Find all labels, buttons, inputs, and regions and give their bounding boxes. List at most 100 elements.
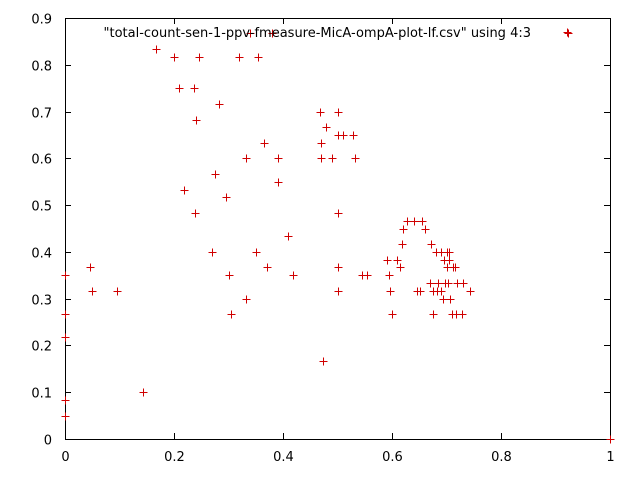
axis-ticks <box>65 18 611 440</box>
data-point <box>328 154 337 163</box>
data-point <box>349 131 358 140</box>
data-point <box>426 279 435 288</box>
data-point <box>317 154 326 163</box>
legend-label: "total-count-sen-1-ppv-fmeasure-MicA-omp… <box>104 26 532 41</box>
data-point <box>246 29 255 38</box>
legend-marker-symbol <box>563 28 572 37</box>
data-point <box>86 263 95 272</box>
data-point <box>439 295 448 304</box>
data-point <box>351 154 360 163</box>
data-point <box>386 287 395 296</box>
y-tick-label: 0.3 <box>31 294 52 309</box>
data-point <box>139 388 148 397</box>
data-point <box>254 53 263 62</box>
y-tick-label: 0.4 <box>31 247 52 262</box>
data-point <box>388 310 397 319</box>
data-point <box>195 53 204 62</box>
data-point <box>334 108 343 117</box>
data-point <box>180 186 189 195</box>
data-point <box>334 209 343 218</box>
y-tick-label: 0.1 <box>31 387 52 402</box>
data-point <box>458 310 467 319</box>
x-tick-label: 0.6 <box>382 450 403 465</box>
data-point <box>208 248 217 257</box>
data-point <box>466 287 475 296</box>
data-point <box>211 170 220 179</box>
data-point <box>215 100 224 109</box>
data-point <box>113 287 122 296</box>
data-point <box>175 84 184 93</box>
data-point <box>190 84 199 93</box>
data-point <box>451 263 460 272</box>
data-point <box>170 53 179 62</box>
x-tick-label: 0 <box>61 450 69 465</box>
x-tick-label: 0.8 <box>491 450 512 465</box>
x-tick-label: 0.2 <box>164 450 185 465</box>
data-point <box>606 435 615 444</box>
y-tick-label: 0.8 <box>31 60 52 75</box>
x-tick-label: 1 <box>606 450 614 465</box>
y-tick-label: 0.7 <box>31 107 52 122</box>
data-point <box>61 412 70 421</box>
data-point <box>225 271 234 280</box>
data-point <box>445 256 454 265</box>
data-point <box>316 108 325 117</box>
data-point <box>416 287 425 296</box>
data-point <box>61 396 70 405</box>
data-point <box>437 287 446 296</box>
data-point <box>564 29 573 38</box>
x-tick-labels: 0 0.2 0.4 0.6 0.8 1 <box>61 450 614 465</box>
data-point <box>268 29 277 38</box>
data-point <box>319 357 328 366</box>
data-point <box>396 263 405 272</box>
y-tick-label: 0.9 <box>31 13 52 28</box>
data-point <box>274 178 283 187</box>
scatter-points <box>61 29 615 444</box>
data-point <box>459 279 468 288</box>
data-point <box>334 263 343 272</box>
data-point <box>383 256 392 265</box>
data-point <box>403 217 412 226</box>
data-point <box>399 225 408 234</box>
data-point <box>227 310 236 319</box>
data-point <box>88 287 97 296</box>
y-tick-label: 0.6 <box>31 153 52 168</box>
data-point <box>235 53 244 62</box>
data-point <box>61 310 70 319</box>
data-point <box>393 256 402 265</box>
data-point <box>152 45 161 54</box>
data-point <box>222 193 231 202</box>
legend-marker <box>563 28 572 37</box>
y-tick-label: 0.2 <box>31 340 52 355</box>
data-point <box>61 271 70 280</box>
data-point <box>284 232 293 241</box>
data-point <box>363 271 372 280</box>
data-point <box>410 217 419 226</box>
plot-frame <box>65 18 611 440</box>
data-point <box>274 154 283 163</box>
data-point <box>385 271 394 280</box>
data-point <box>444 279 453 288</box>
data-point <box>260 139 269 148</box>
data-point <box>317 139 326 148</box>
data-point <box>263 263 272 272</box>
data-point <box>242 295 251 304</box>
data-point <box>192 116 201 125</box>
data-point <box>421 225 430 234</box>
data-point <box>339 131 348 140</box>
data-point <box>289 271 298 280</box>
data-point <box>334 287 343 296</box>
data-point <box>252 248 261 257</box>
data-point <box>322 123 331 132</box>
y-tick-label: 0 <box>44 434 52 449</box>
data-point <box>446 295 455 304</box>
data-point <box>418 217 427 226</box>
data-point <box>242 154 251 163</box>
data-point <box>434 279 443 288</box>
y-tick-labels: 0 0.1 0.2 0.3 0.4 0.5 0.6 0.7 0.8 0.9 <box>31 13 52 449</box>
x-tick-label: 0.4 <box>273 450 294 465</box>
data-point <box>445 248 454 257</box>
data-point <box>61 333 70 342</box>
data-point <box>429 310 438 319</box>
